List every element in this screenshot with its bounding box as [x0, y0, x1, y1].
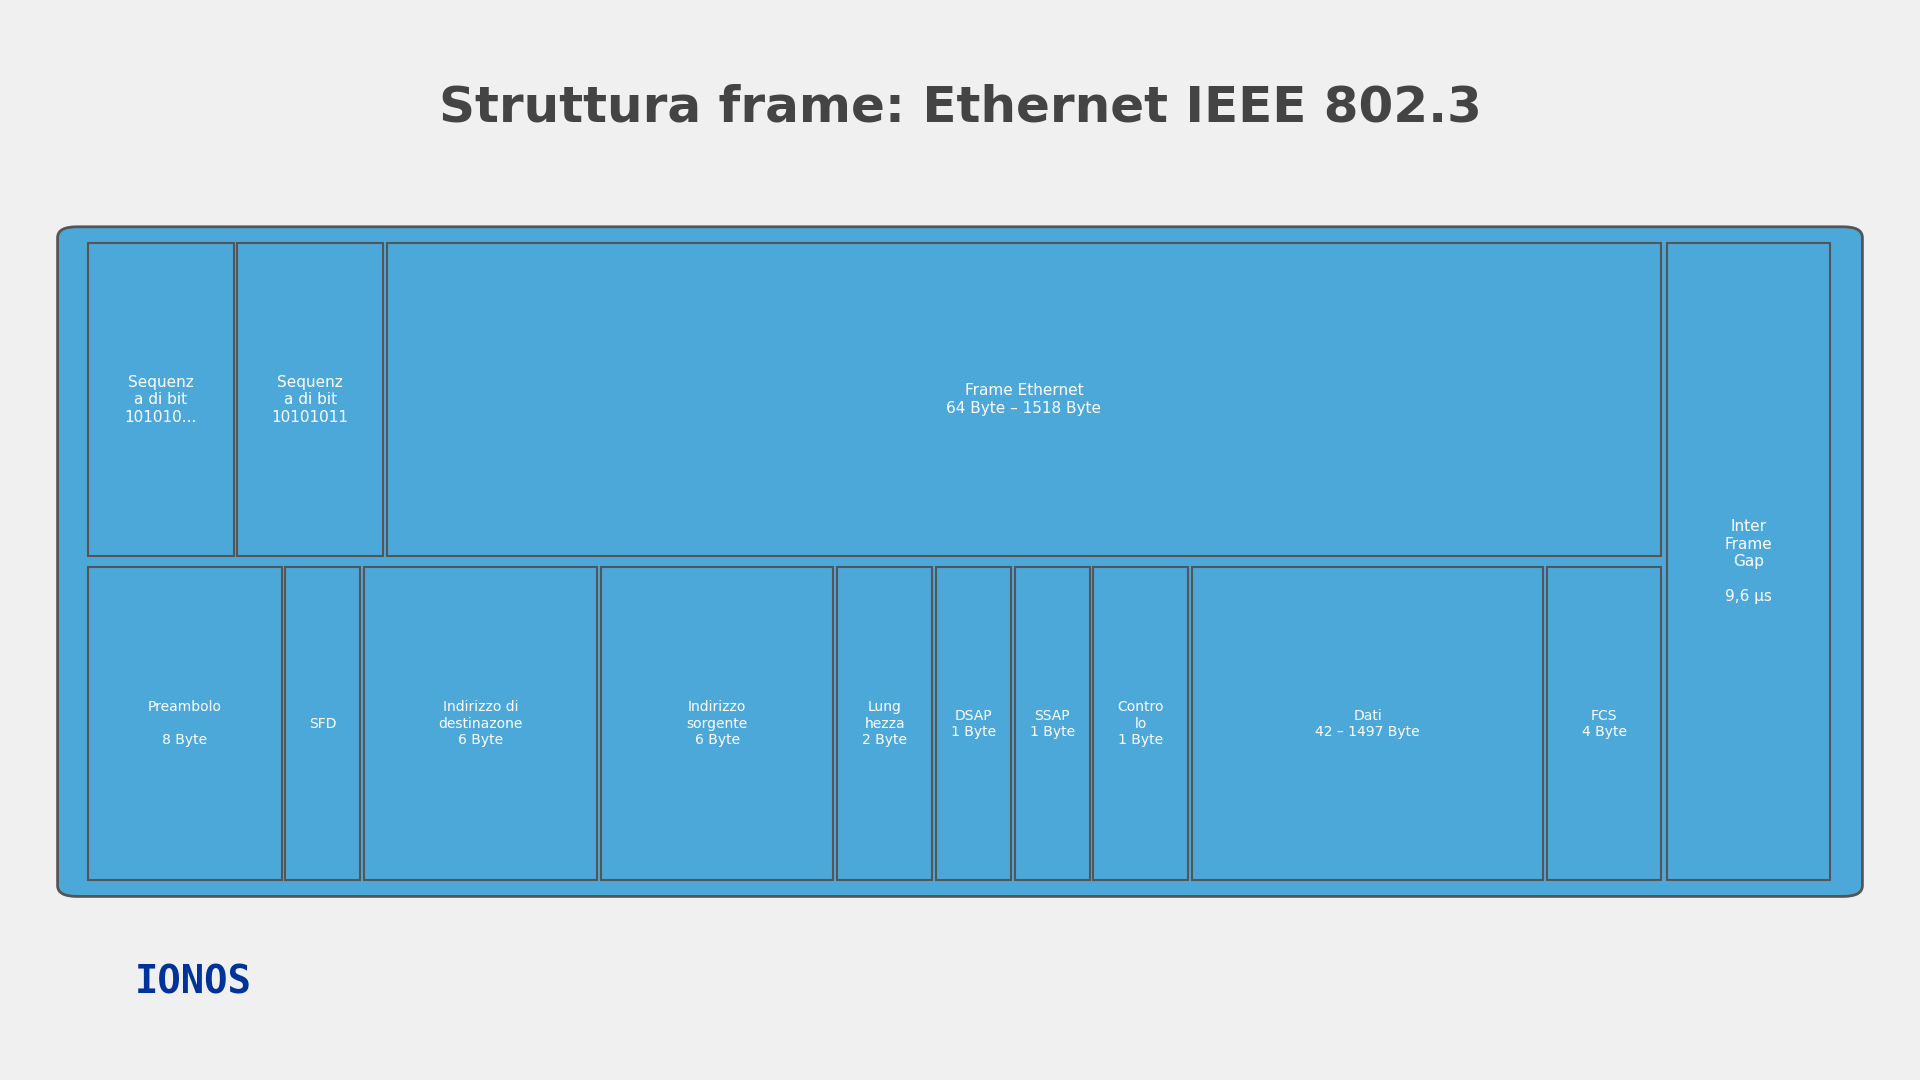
Text: Struttura frame: Ethernet IEEE 802.3: Struttura frame: Ethernet IEEE 802.3	[438, 84, 1482, 132]
Text: Dati
42 – 1497 Byte: Dati 42 – 1497 Byte	[1315, 708, 1419, 739]
Text: DSAP
1 Byte: DSAP 1 Byte	[950, 708, 996, 739]
Text: SSAP
1 Byte: SSAP 1 Byte	[1029, 708, 1075, 739]
Text: Preambolo

8 Byte: Preambolo 8 Byte	[148, 701, 223, 746]
Text: Sequenz
a di bit
10101011: Sequenz a di bit 10101011	[271, 375, 349, 424]
FancyBboxPatch shape	[1014, 567, 1091, 880]
FancyBboxPatch shape	[365, 567, 597, 880]
Text: Indirizzo
sorgente
6 Byte: Indirizzo sorgente 6 Byte	[687, 701, 747, 746]
Text: Frame Ethernet
64 Byte – 1518 Byte: Frame Ethernet 64 Byte – 1518 Byte	[947, 383, 1102, 416]
Text: Indirizzo di
destinazone
6 Byte: Indirizzo di destinazone 6 Byte	[438, 701, 522, 746]
FancyBboxPatch shape	[1548, 567, 1661, 880]
FancyBboxPatch shape	[1667, 243, 1830, 880]
FancyBboxPatch shape	[1192, 567, 1544, 880]
Text: Sequenz
a di bit
101010...: Sequenz a di bit 101010...	[125, 375, 198, 424]
FancyBboxPatch shape	[1094, 567, 1188, 880]
FancyBboxPatch shape	[238, 243, 382, 556]
Text: Lung
hezza
2 Byte: Lung hezza 2 Byte	[862, 701, 906, 746]
Text: Inter
Frame
Gap

9,6 µs: Inter Frame Gap 9,6 µs	[1724, 519, 1772, 604]
FancyBboxPatch shape	[935, 567, 1010, 880]
FancyBboxPatch shape	[601, 567, 833, 880]
FancyBboxPatch shape	[386, 243, 1661, 556]
FancyBboxPatch shape	[88, 243, 234, 556]
Text: SFD: SFD	[309, 717, 336, 730]
Text: FCS
4 Byte: FCS 4 Byte	[1582, 708, 1626, 739]
Text: IONOS: IONOS	[134, 963, 252, 1002]
FancyBboxPatch shape	[837, 567, 931, 880]
FancyBboxPatch shape	[58, 227, 1862, 896]
Text: Contro
lo
1 Byte: Contro lo 1 Byte	[1117, 701, 1164, 746]
FancyBboxPatch shape	[88, 567, 282, 880]
FancyBboxPatch shape	[286, 567, 361, 880]
